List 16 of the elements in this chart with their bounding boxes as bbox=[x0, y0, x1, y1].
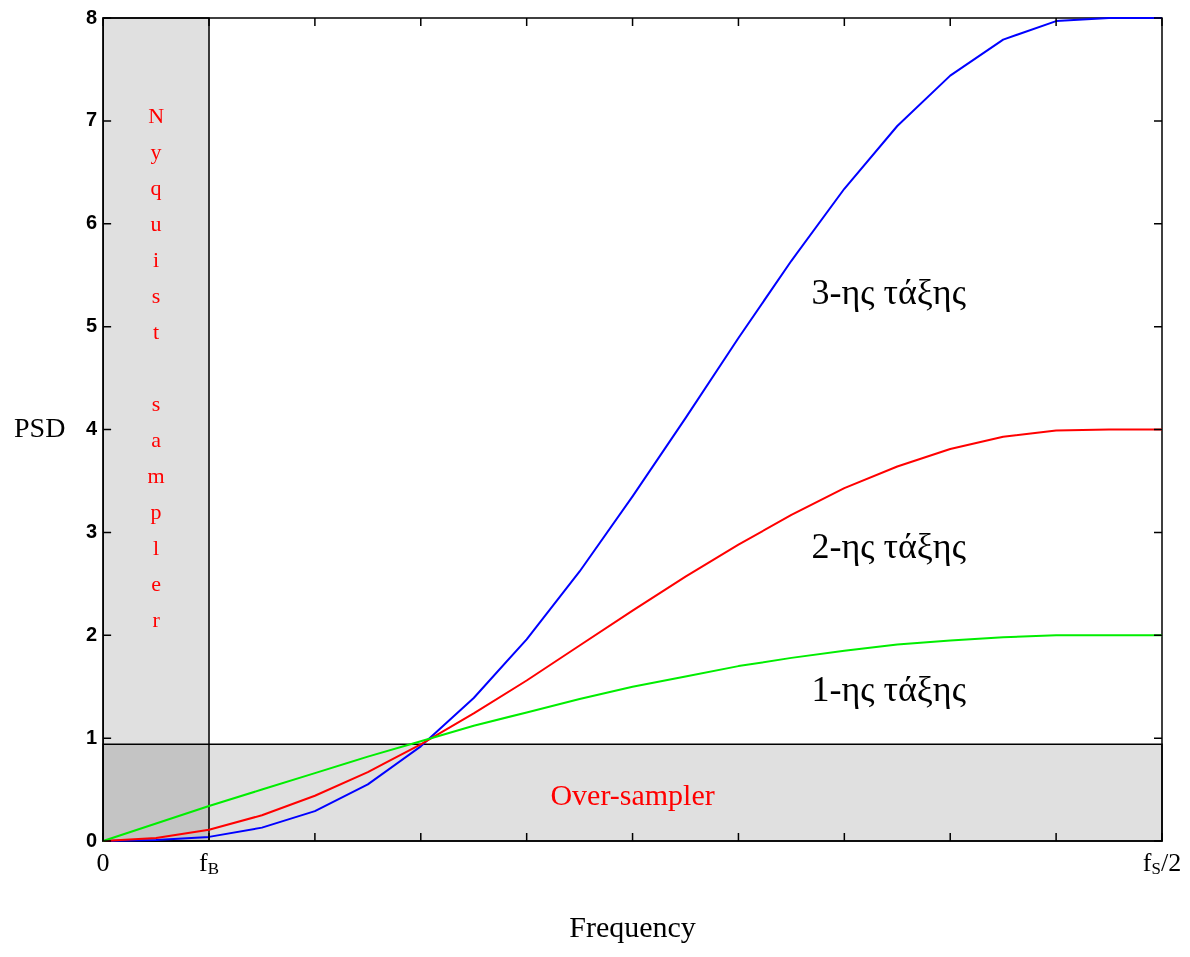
y-tick-label: 4 bbox=[86, 417, 98, 440]
y-tick-label: 8 bbox=[86, 5, 98, 28]
x-axis-title: Frequency bbox=[569, 909, 696, 943]
y-tick-label: 7 bbox=[86, 108, 98, 131]
y-axis-title: PSD bbox=[14, 411, 66, 443]
text: Nyquist sampler bbox=[147, 103, 165, 633]
y-tick-label: 5 bbox=[86, 314, 98, 337]
series-label: 1-ης τάξης bbox=[811, 669, 966, 710]
series-label: 3-ης τάξης bbox=[811, 272, 966, 313]
band-label: Over-sampler bbox=[550, 777, 715, 811]
y-tick-label: 2 bbox=[86, 622, 98, 645]
y-tick-label: 1 bbox=[86, 725, 98, 748]
series-label: 2-ης τάξης bbox=[811, 526, 966, 567]
y-tick-label: 0 bbox=[86, 828, 98, 851]
y-tick-label: 3 bbox=[86, 519, 98, 542]
y-tick-label: 6 bbox=[86, 211, 98, 234]
